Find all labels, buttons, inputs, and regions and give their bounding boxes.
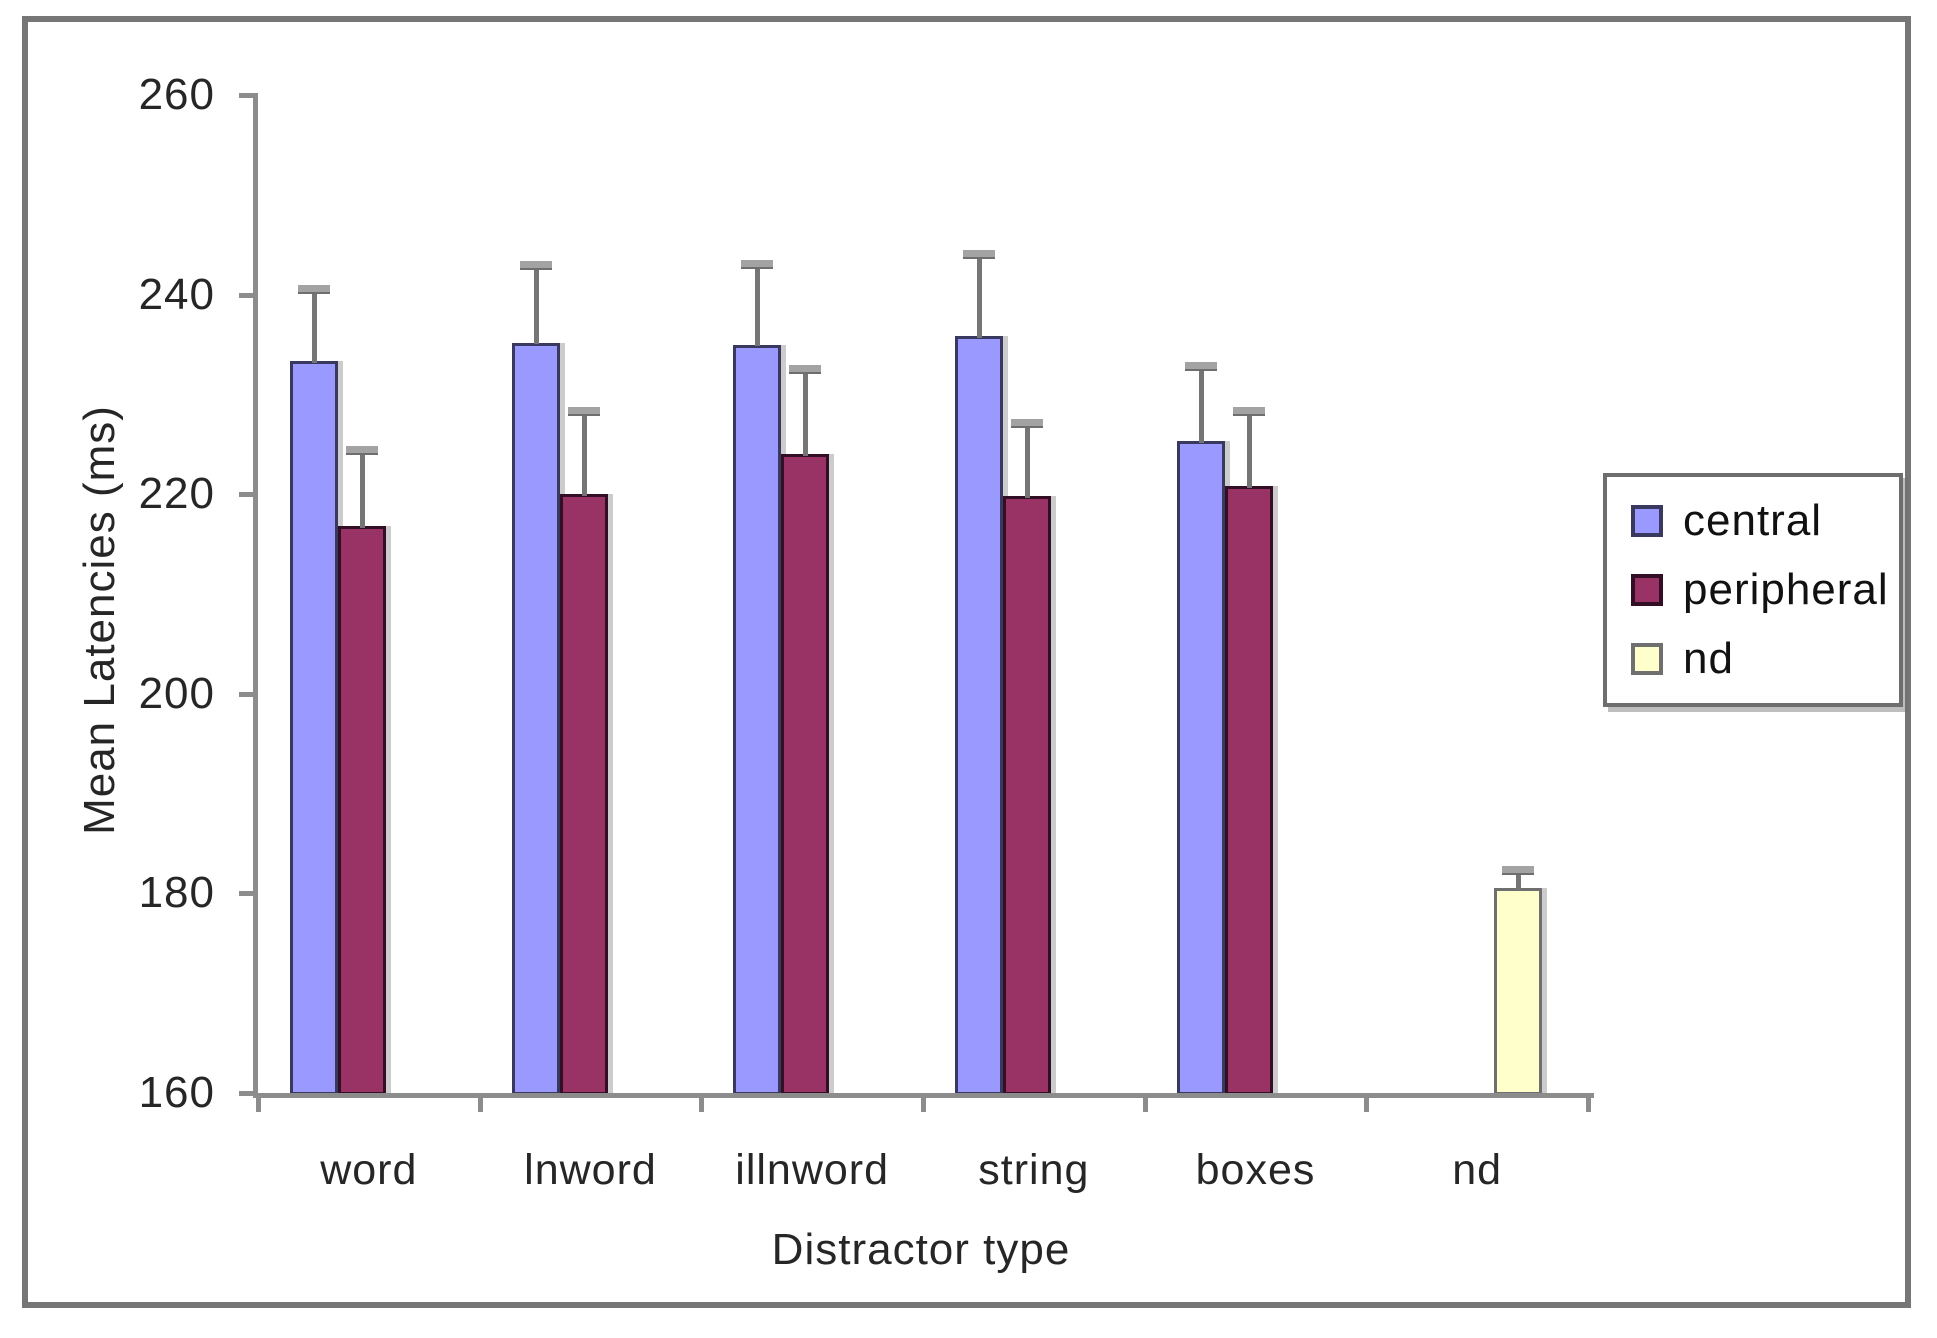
bar-nd-nd bbox=[1494, 888, 1543, 1095]
legend: central peripheral nd bbox=[1603, 473, 1903, 707]
y-axis-title: Mean Latencies (ms) bbox=[75, 405, 124, 835]
error-cap-nd-nd bbox=[1502, 866, 1535, 876]
error-cap-peripheral-illnword bbox=[789, 365, 822, 375]
x-tick-3 bbox=[921, 1098, 926, 1112]
y-axis bbox=[253, 93, 258, 1098]
error-bar-nd-nd bbox=[1516, 873, 1522, 891]
error-cap-central-illnword bbox=[741, 259, 774, 269]
error-cap-peripheral-word bbox=[346, 446, 378, 456]
error-bar-central-illnword bbox=[755, 266, 761, 347]
error-bar-peripheral-string bbox=[1025, 426, 1030, 499]
error-bar-peripheral-boxes bbox=[1246, 414, 1252, 489]
error-bar-peripheral-word bbox=[360, 453, 365, 529]
x-tick-0 bbox=[256, 1098, 261, 1112]
x-tick-4 bbox=[1142, 1098, 1148, 1112]
x-category-label-nd: nd bbox=[1452, 1146, 1503, 1194]
y-tick-label-180: 180 bbox=[138, 868, 215, 918]
x-category-label-boxes: boxes bbox=[1195, 1146, 1316, 1194]
error-cap-peripheral-string bbox=[1011, 419, 1043, 429]
y-tick-label-260: 260 bbox=[138, 70, 215, 119]
error-cap-central-string bbox=[963, 249, 995, 259]
legend-item-central: central bbox=[1631, 496, 1899, 546]
bar-central-illnword bbox=[733, 344, 782, 1095]
bar-peripheral-lnword bbox=[559, 494, 608, 1095]
legend-swatch-central bbox=[1631, 505, 1663, 537]
x-axis bbox=[253, 1093, 1594, 1098]
bar-central-lnword bbox=[511, 342, 560, 1095]
bar-peripheral-string bbox=[1003, 496, 1051, 1095]
bar-central-word bbox=[290, 361, 338, 1095]
legend-label-nd: nd bbox=[1683, 634, 1734, 683]
y-tick-200 bbox=[239, 691, 253, 697]
x-category-label-string: string bbox=[978, 1146, 1090, 1194]
error-bar-central-word bbox=[312, 291, 317, 364]
legend-swatch-nd bbox=[1631, 643, 1663, 675]
error-bar-peripheral-illnword bbox=[803, 372, 809, 457]
bar-peripheral-word bbox=[338, 526, 386, 1095]
y-tick-180 bbox=[239, 891, 253, 897]
legend-label-peripheral: peripheral bbox=[1683, 565, 1889, 614]
x-axis-title: Distractor type bbox=[771, 1225, 1071, 1274]
y-tick-260 bbox=[239, 93, 253, 98]
x-tick-2 bbox=[699, 1098, 705, 1112]
error-bar-central-string bbox=[977, 256, 982, 338]
error-bar-peripheral-lnword bbox=[581, 414, 587, 497]
bar-peripheral-boxes bbox=[1224, 486, 1273, 1095]
error-bar-central-boxes bbox=[1198, 369, 1204, 444]
y-tick-160 bbox=[239, 1091, 253, 1096]
error-cap-peripheral-boxes bbox=[1232, 407, 1265, 417]
error-cap-peripheral-lnword bbox=[567, 407, 600, 417]
y-tick-label-220: 220 bbox=[138, 469, 215, 519]
x-category-label-word: word bbox=[320, 1146, 418, 1194]
legend-label-central: central bbox=[1683, 496, 1823, 545]
x-tick-6 bbox=[1586, 1098, 1591, 1112]
x-category-label-lnword: lnword bbox=[524, 1146, 657, 1194]
legend-item-peripheral: peripheral bbox=[1631, 565, 1899, 615]
x-tick-1 bbox=[477, 1098, 483, 1112]
error-cap-central-word bbox=[298, 284, 330, 294]
error-cap-central-boxes bbox=[1184, 362, 1217, 372]
legend-item-nd: nd bbox=[1631, 634, 1899, 684]
y-tick-label-200: 200 bbox=[138, 668, 215, 718]
error-bar-central-lnword bbox=[533, 267, 539, 345]
y-tick-240 bbox=[239, 292, 253, 298]
y-tick-label-160: 160 bbox=[138, 1068, 215, 1117]
bar-central-string bbox=[955, 335, 1003, 1095]
y-tick-label-240: 240 bbox=[138, 269, 215, 319]
bar-peripheral-illnword bbox=[781, 454, 830, 1095]
x-category-label-illnword: illnword bbox=[735, 1146, 890, 1194]
legend-swatch-peripheral bbox=[1631, 574, 1663, 606]
bar-central-boxes bbox=[1176, 441, 1225, 1095]
error-cap-central-lnword bbox=[519, 260, 552, 270]
x-tick-5 bbox=[1364, 1098, 1370, 1112]
y-tick-220 bbox=[239, 492, 253, 498]
